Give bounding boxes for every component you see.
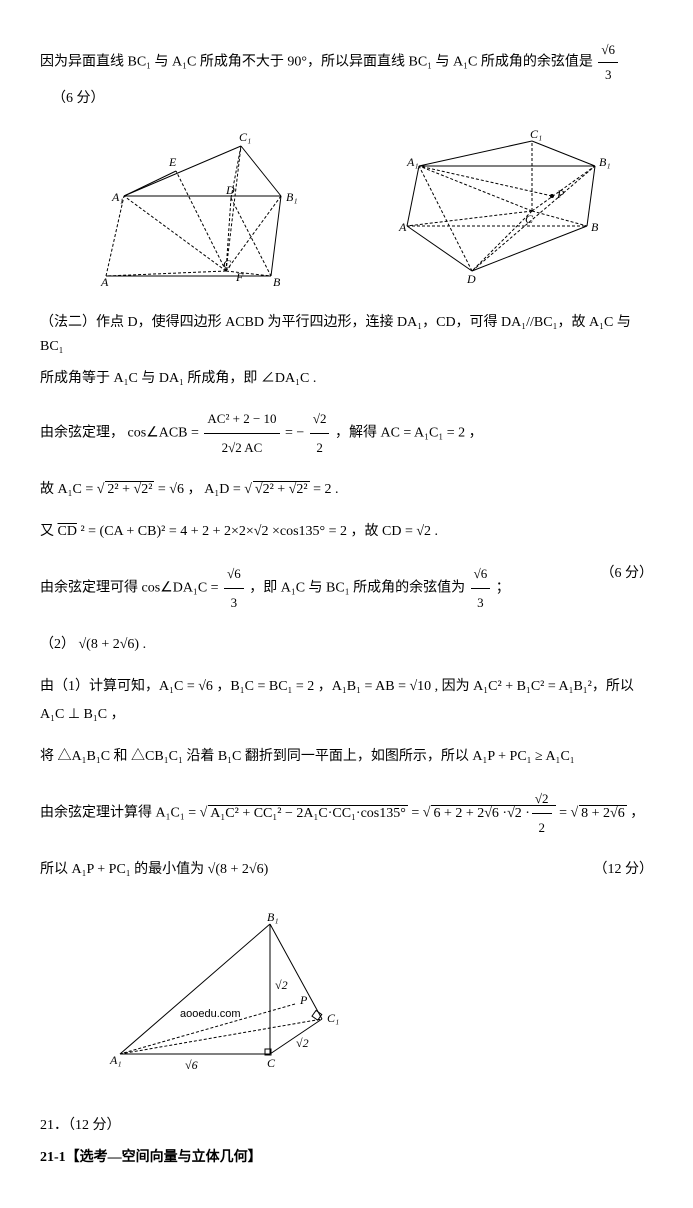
- cosd-f1num: √6: [224, 560, 244, 589]
- fig1-C: C: [223, 257, 232, 271]
- fig1-B1: B₁: [286, 190, 298, 204]
- cos-acb-line: 由余弦定理， cos∠ACB = AC² + 2 − 10 2√2 AC = −…: [40, 405, 653, 462]
- watermark: aooedu.com: [180, 1008, 241, 1020]
- fig3-A1: A₁: [109, 1053, 122, 1067]
- cd-prefix: 又: [40, 524, 58, 539]
- cos-acb-f2den: 2: [310, 434, 330, 462]
- fig3-edge-cc1: √2: [296, 1036, 309, 1050]
- part2-value: √(8 + 2√6) .: [79, 637, 147, 652]
- fig3-B1: B₁: [267, 910, 279, 924]
- final-cos-line: 由余弦定理计算得 A₁C₁ = √A₁C² + CC₁² − 2A₁C·CC₁·…: [40, 785, 653, 842]
- cos-acb-frac2: √2 2: [310, 405, 330, 462]
- fig1-E: E: [168, 155, 177, 169]
- fig1-F: F: [235, 270, 244, 284]
- cd-vec: CD: [58, 524, 77, 539]
- cos-acb-eq: = −: [285, 426, 304, 441]
- cos-acb-prefix: 由余弦定理， cos∠ACB =: [40, 426, 199, 441]
- fig1-D: D: [225, 183, 235, 197]
- intro-frac-den: 3: [598, 63, 618, 87]
- concl-value: √(8 + 2√6): [208, 862, 269, 877]
- cos-acb-f1den: 2√2 AC: [204, 434, 279, 462]
- calc-line: 由（1）计算可知，A₁C = √6 ，B₁C = BC₁ = 2 ，A₁B₁ =…: [40, 673, 653, 729]
- cosd-frac2: √6 3: [471, 560, 491, 617]
- fig2-C1: C₁: [530, 127, 542, 141]
- fc-r2-frac: √22: [532, 785, 552, 842]
- fig1-A1: A₁: [111, 190, 124, 204]
- fc-r3: 8 + 2√6: [579, 805, 627, 821]
- figure-3: A₁ B₁ C C₁ P √6 √2 √2 aooedu.com: [100, 909, 360, 1079]
- fold-line: 将 △A₁B₁C 和 △CB₁C₁ 沿着 B₁C 翻折到同一平面上，如图所示，所…: [40, 743, 653, 771]
- fc-r1: A₁C² + CC₁² − 2A₁C·CC₁·cos135°: [208, 805, 408, 821]
- method2-line2: 所成角等于 A₁C 与 DA₁ 所成角，即 ∠DA₁C .: [40, 367, 653, 391]
- fig2-P: P: [556, 187, 565, 201]
- fig3-edge-cb1: √2: [275, 978, 288, 992]
- fig3-C: C: [267, 1056, 276, 1070]
- fig2-B: B: [591, 220, 599, 234]
- fig3-P: P: [299, 993, 308, 1007]
- fig1-B: B: [273, 275, 281, 286]
- cosd-f1den: 3: [224, 589, 244, 617]
- fig2-D: D: [466, 272, 476, 286]
- fig3-C1: C₁: [327, 1011, 339, 1025]
- q21-num: 21．（12 分）: [40, 1114, 653, 1138]
- cosd-f2den: 3: [471, 589, 491, 617]
- fc-r2-den: 2: [532, 814, 552, 842]
- figure-3-wrap: A₁ B₁ C C₁ P √6 √2 √2 aooedu.com: [100, 909, 653, 1084]
- part2-label: （2）: [40, 637, 75, 652]
- fc-suffix: ，: [630, 806, 644, 821]
- a1c-line: 故 A₁C = √2² + √2² = √6 ， A₁D = √√2² + √2…: [40, 476, 653, 504]
- cosd-prefix: 由余弦定理可得 cos∠DA₁C =: [40, 581, 219, 596]
- fig2-A: A: [398, 220, 407, 234]
- cosd-frac1: √6 3: [224, 560, 244, 617]
- fc-r2-num: √2: [532, 785, 552, 814]
- cosd-f2num: √6: [471, 560, 491, 589]
- fig2-B1: B₁: [599, 155, 611, 169]
- method2-line1: （法二）作点 D，使得四边形 ACBD 为平行四边形，连接 DA₁，CD，可得 …: [40, 311, 653, 359]
- a1c-r1: 2² + √2²: [105, 481, 154, 497]
- cosd-mid: ，即 A₁C 与 BC₁ 所成角的余弦值为: [249, 581, 465, 596]
- a1c-prefix: 故 A₁C =: [40, 482, 97, 497]
- intro-frac: √6 3: [598, 38, 618, 87]
- cos-da1c-line: 由余弦定理可得 cos∠DA₁C = √6 3 ，即 A₁C 与 BC₁ 所成角…: [40, 560, 653, 617]
- intro-frac-num: √6: [598, 38, 618, 63]
- cd-line: 又 CD ² = (CA + CB)² = 4 + 2 + 2×2×√2 ×co…: [40, 518, 653, 546]
- q21-sub: 21-1【选考—空间向量与立体几何】: [40, 1146, 653, 1170]
- intro-prefix: 因为异面直线 BC₁ 与 A₁C 所成角不大于 90°，所以异面直线 BC₁ 与…: [40, 55, 593, 70]
- conclusion-line: 所以 A₁P + PC₁ 的最小值为 √(8 + 2√6) （12 分）: [40, 856, 653, 884]
- fc-prefix: 由余弦定理计算得 A₁C₁ =: [40, 806, 200, 821]
- figure-2: A B C A₁ B₁ C₁ D P: [377, 126, 617, 286]
- intro-score: （6 分）: [52, 91, 105, 106]
- cosd-score: （6 分）: [601, 560, 654, 588]
- concl-prefix: 所以 A₁P + PC₁ 的最小值为: [40, 862, 204, 877]
- cos-acb-frac1: AC² + 2 − 10 2√2 AC: [204, 405, 279, 462]
- fig2-A1: A₁: [406, 155, 419, 169]
- cos-acb-f2num: √2: [310, 405, 330, 434]
- cosd-suffix: ；: [496, 581, 510, 596]
- fc-eq2: =: [559, 806, 570, 821]
- fig3-edge-a1c: √6: [185, 1058, 198, 1072]
- fig1-C1: C₁: [239, 130, 251, 144]
- cos-acb-suffix: ，解得 AC = A₁C₁ = 2 ，: [335, 426, 483, 441]
- fc-r2: 6 + 2 + 2√6 ·√2 ·√22: [431, 805, 555, 821]
- concl-score: （12 分）: [594, 856, 654, 884]
- figure-1: A B C F A₁ B₁ C₁ D E: [76, 126, 306, 286]
- part2-line: （2） √(8 + 2√6) .: [40, 631, 653, 659]
- fig1-A: A: [100, 275, 109, 286]
- fc-r2-prefix: 6 + 2 + 2√6 ·√2 ·: [433, 806, 529, 821]
- a1c-r2: √2² + √2²: [253, 481, 310, 497]
- cd-eq: ² = (CA + CB)² = 4 + 2 + 2×2×√2 ×cos135°…: [80, 524, 438, 539]
- a1c-mid1: = √6 ， A₁D =: [158, 482, 244, 497]
- figures-row: A B C F A₁ B₁ C₁ D E: [40, 126, 653, 286]
- intro-line: 因为异面直线 BC₁ 与 A₁C 所成角不大于 90°，所以异面直线 BC₁ 与…: [40, 38, 653, 111]
- fc-eq1: =: [411, 806, 422, 821]
- fig2-C: C: [525, 212, 534, 226]
- a1c-mid2: = 2 .: [313, 482, 338, 497]
- cos-acb-f1num: AC² + 2 − 10: [204, 405, 279, 434]
